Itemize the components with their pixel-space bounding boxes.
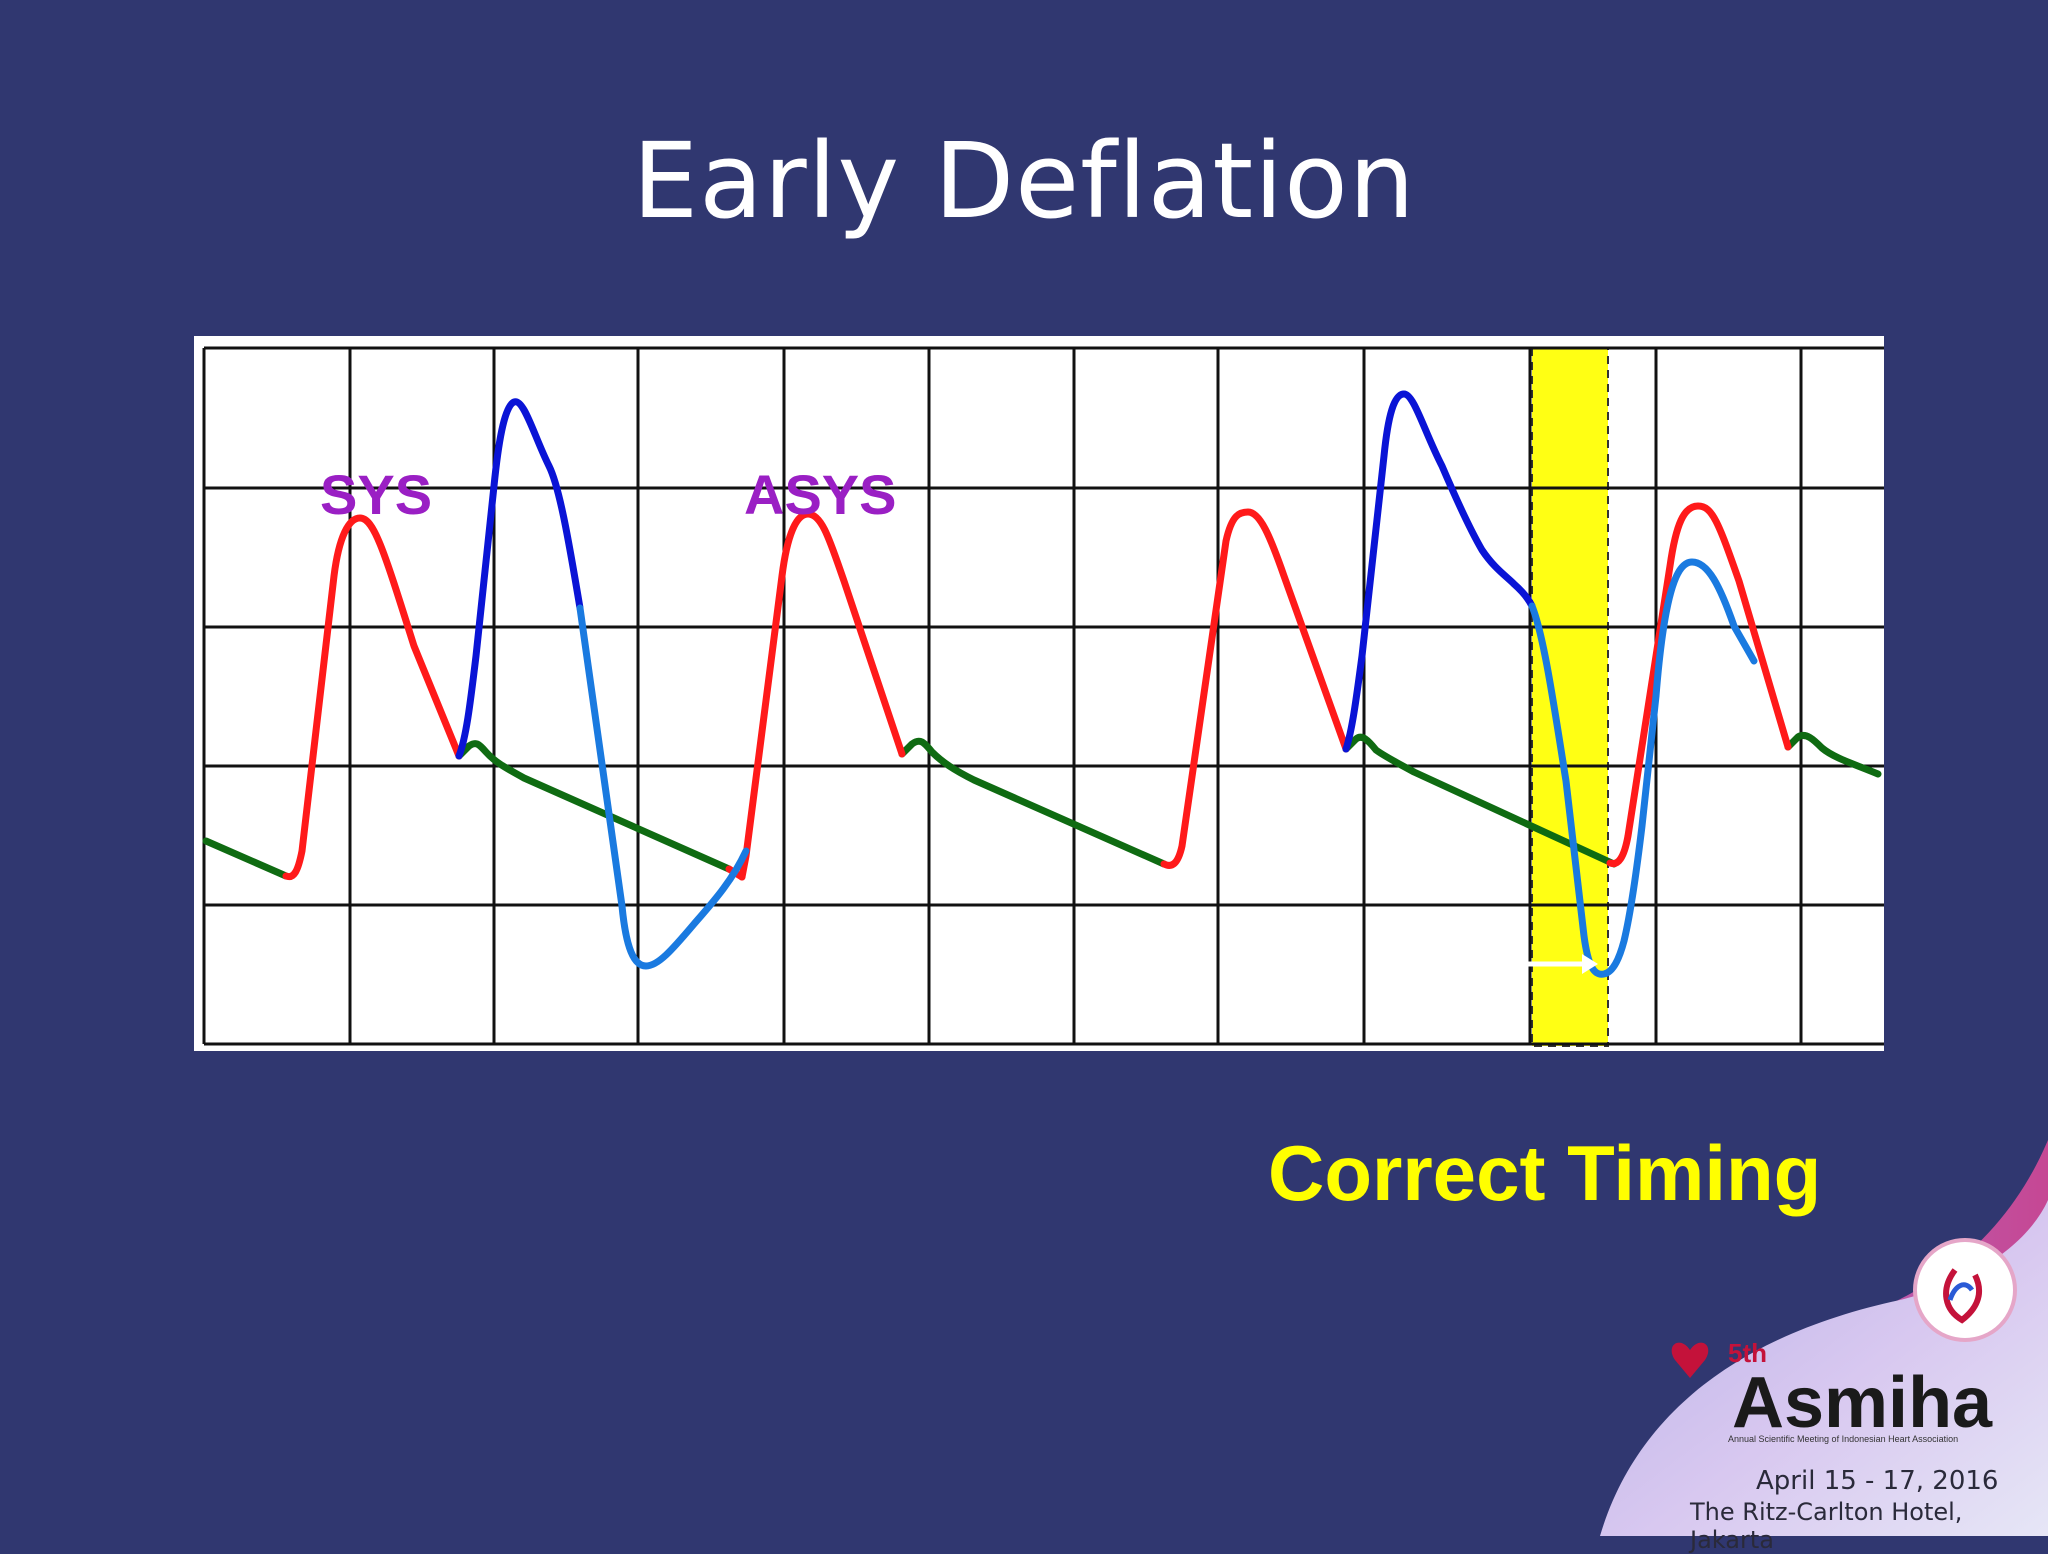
event-venue: The Ritz-Carlton Hotel, Jakarta (1690, 1498, 1963, 1554)
diastole-trace (202, 731, 1882, 880)
deflation-arrow (1504, 954, 1598, 974)
event-dates: April 15 - 17, 2016 (1756, 1466, 1999, 1496)
deflation-trace (576, 558, 1758, 978)
correct-timing-caption: Correct Timing (1268, 1129, 1822, 1217)
asys-label: ASYS (744, 463, 897, 526)
sys-label: SYS (320, 463, 432, 526)
systole-trace (282, 502, 1792, 881)
conference-tagline: Annual Scientific Meeting of Indonesian … (1728, 1434, 1959, 1444)
conference-logo-name: Asmiha (1732, 1363, 1993, 1443)
plot-area (194, 336, 1884, 1051)
iabp-waveform-diagram: SYS ASYS (194, 336, 1884, 1051)
deflation-window-highlight (1531, 347, 1609, 1047)
augmentation-trace (455, 390, 1536, 760)
slide-title: Early Deflation (632, 120, 1416, 242)
conference-ordinal: 5th (1728, 1338, 1767, 1368)
